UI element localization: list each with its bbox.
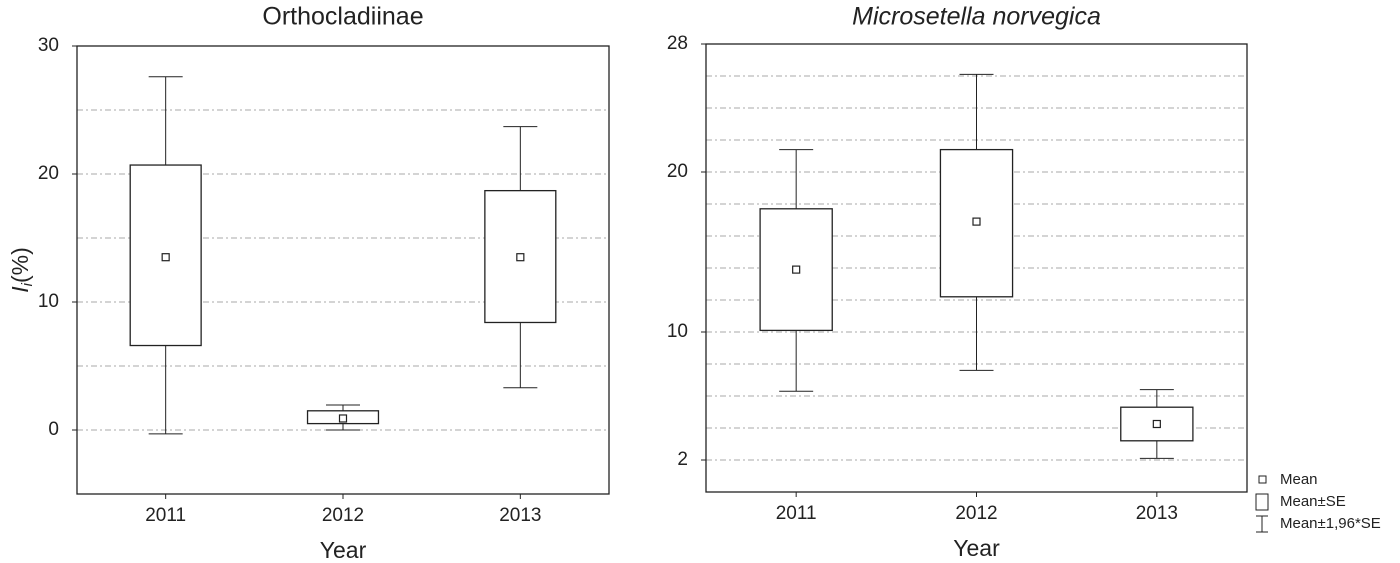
mean-marker <box>516 253 525 262</box>
legend-se-icon <box>1255 493 1269 511</box>
mean-marker <box>161 253 170 262</box>
legend-label: Mean±1,96*SE <box>1280 515 1381 532</box>
chart-title: Microsetella norvegica <box>852 3 1101 31</box>
x-tick-label: 2012 <box>955 503 997 524</box>
y-tick-label: 20 <box>38 163 59 184</box>
chart-title: Orthocladiinae <box>262 3 423 31</box>
y-tick-label: 28 <box>667 33 688 54</box>
y-label-suffix: (%) <box>7 247 33 283</box>
x-tick-label: 2011 <box>145 505 186 526</box>
y-tick-label: 20 <box>667 161 688 182</box>
mean-marker <box>338 414 348 423</box>
x-tick-label: 2013 <box>499 505 541 526</box>
x-tick-label: 2011 <box>776 503 817 524</box>
y-tick-label: 0 <box>48 419 59 440</box>
x-axis-label: Year <box>320 537 367 563</box>
legend-label: Mean±SE <box>1280 493 1346 510</box>
y-tick-label: 2 <box>677 449 688 470</box>
legend-label: Mean <box>1280 471 1318 488</box>
legend-mean-icon <box>1258 475 1267 484</box>
mean-marker <box>972 217 981 226</box>
y-tick-label: 30 <box>38 35 59 56</box>
x-tick-label: 2012 <box>322 505 364 526</box>
y-tick-label: 10 <box>667 321 688 342</box>
x-axis-label: Year <box>953 535 1000 561</box>
y-label-sub: i <box>19 282 36 286</box>
y-tick-label: 10 <box>38 291 59 312</box>
mean-marker <box>1152 419 1161 429</box>
legend-ci-icon <box>1256 515 1268 533</box>
mean-marker <box>792 265 801 274</box>
y-axis-label: Ii(%) <box>7 247 36 293</box>
y-label-main: I <box>7 286 33 293</box>
x-tick-label: 2013 <box>1136 503 1178 524</box>
